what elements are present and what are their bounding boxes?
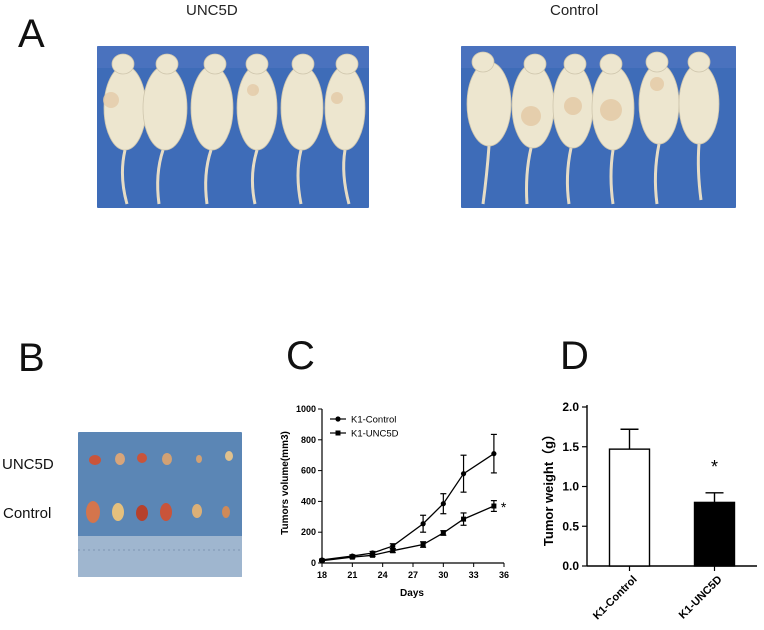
panel-letter-c: C — [286, 334, 315, 378]
series-k1-control: K1-Control — [319, 415, 497, 563]
bar-chart-y-tick-label: 2.0 — [562, 400, 579, 414]
data-point — [491, 451, 497, 457]
unc5d-row-label: UNC5D — [2, 456, 54, 473]
unc5d-mice-title: UNC5D — [186, 2, 238, 19]
line-chart-x-axis-label: Days — [400, 588, 424, 599]
data-point — [349, 554, 355, 560]
legend-marker — [335, 430, 341, 436]
unc5d-tumors — [89, 451, 233, 465]
unc5d-mice-photo — [97, 46, 369, 208]
bar-chart-bars: * — [608, 428, 736, 567]
line-chart-x-tick-label: 27 — [408, 570, 418, 580]
series-k1-unc5d: K1-UNC5D — [319, 429, 497, 564]
legend-label: K1-Control — [351, 415, 396, 426]
line-chart-x-tick-label: 30 — [438, 570, 448, 580]
unc5d-mice-group — [103, 53, 366, 205]
bar-chart-y-tick-label: 1.0 — [562, 480, 579, 494]
data-point — [390, 548, 396, 554]
bar-chart-y-tick-label: 0.5 — [562, 519, 579, 533]
data-point — [390, 543, 396, 549]
data-point — [440, 501, 446, 507]
data-point — [319, 558, 325, 564]
data-point — [420, 542, 426, 548]
legend-marker — [335, 416, 341, 422]
bar-k1-unc5d — [693, 501, 736, 567]
data-point — [370, 552, 376, 558]
line-chart-y-tick-label: 600 — [301, 466, 316, 476]
data-point — [440, 530, 446, 536]
data-point — [461, 516, 467, 522]
legend-label: K1-UNC5D — [351, 429, 399, 440]
line-chart-y-tick-label: 1000 — [296, 404, 316, 414]
series-line — [321, 505, 495, 562]
panel-letter-b: B — [18, 336, 45, 380]
series-line — [321, 453, 495, 561]
control-row-label: Control — [3, 505, 52, 522]
line-chart-x-tick-label: 24 — [378, 570, 388, 580]
significance-marker: * — [711, 457, 718, 477]
line-chart-y-tick-label: 0 — [311, 558, 316, 568]
bar-chart-y-tick-label: 1.5 — [562, 440, 579, 454]
data-point — [460, 471, 467, 477]
control-tumors — [86, 501, 230, 523]
line-chart-x-tick-label: 33 — [469, 570, 479, 580]
line-chart-axes: 0 200 400 600 800 1000 18 21 24 27 30 33 36 — [296, 404, 509, 580]
line-chart-y-tick-label: 400 — [301, 496, 316, 506]
line-chart-x-tick-label: 21 — [347, 570, 357, 580]
tumor-weight-bar-chart: 0.0 0.5 1.0 1.5 2.0 K1-Control K1-UNC5D * Tumo… — [541, 400, 757, 623]
control-mice-title: Control — [550, 2, 599, 19]
control-mice-photo — [461, 46, 736, 208]
tumor-photo — [78, 432, 242, 577]
data-point — [491, 503, 497, 509]
panel-letter-a: A — [18, 12, 45, 56]
line-chart-x-tick-label: 36 — [499, 570, 509, 580]
data-point — [420, 521, 426, 527]
bar-chart-y-tick-label: 0.0 — [562, 559, 579, 573]
bar-k1-control — [608, 448, 651, 567]
tumor-volume-line-chart: 0 200 400 600 800 1000 18 21 24 27 30 33 36 K1-Contr… — [280, 404, 509, 599]
bar-chart-category-label: K1-Control — [591, 574, 640, 623]
panel-letter-d: D — [560, 334, 589, 378]
line-chart-y-tick-label: 200 — [301, 527, 316, 537]
line-chart-y-axis-label: Tumors volume(mm3) — [280, 431, 291, 535]
line-chart-series: K1-Control K1-UNC5D * — [319, 415, 507, 564]
line-chart-x-tick-label: 18 — [317, 570, 327, 580]
significance-marker: * — [501, 499, 507, 515]
bar-chart-y-axis-label: Tumor weight（g） — [541, 428, 556, 546]
line-chart-y-tick-label: 800 — [301, 435, 316, 445]
control-mice-group — [466, 51, 720, 205]
bar-chart-category-label: K1-UNC5D — [677, 574, 725, 622]
